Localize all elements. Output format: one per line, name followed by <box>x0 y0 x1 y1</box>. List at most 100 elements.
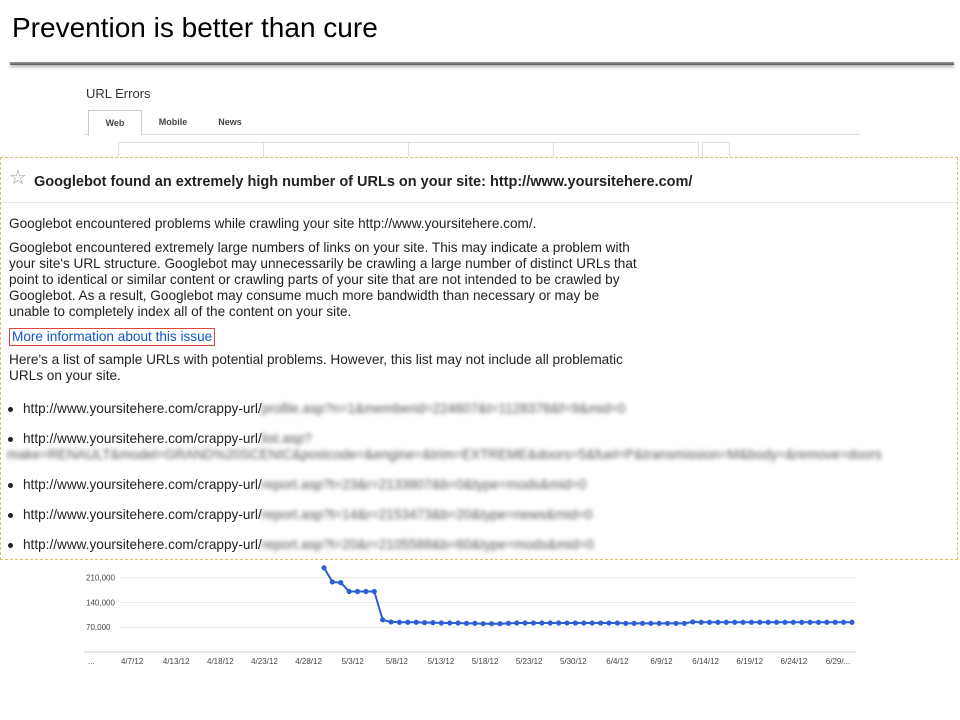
chart-data-point <box>329 579 335 585</box>
chart-data-point <box>807 619 813 625</box>
star-icon[interactable]: ☆ <box>9 167 27 189</box>
title-divider <box>10 62 954 65</box>
chart-y-tick-label: 210,000 <box>86 574 115 583</box>
chart-data-point <box>581 620 587 626</box>
tab-mobile[interactable]: Mobile <box>158 117 188 127</box>
chart-data-point <box>732 619 738 625</box>
chart-data-point <box>505 620 511 626</box>
error-category-boxes <box>118 142 858 163</box>
chart-x-tick-label: 6/4/12 <box>606 657 629 666</box>
message-title: Googlebot found an extremely high number… <box>34 174 693 190</box>
chart-data-point <box>514 620 520 626</box>
chart-data-point <box>338 580 344 586</box>
message-header: ☆ Googlebot found an extremely high numb… <box>1 158 957 203</box>
chart-data-point <box>463 620 470 626</box>
chart-data-point <box>530 620 537 626</box>
chart-data-point <box>447 620 453 626</box>
chart-data-point <box>748 619 755 625</box>
chart-x-tick-label: 5/30/12 <box>560 657 587 666</box>
message-body: Googlebot encountered problems while cra… <box>9 216 709 392</box>
url-count-chart: 210,000 140,000 70,000... 4/7/12 4/13/12 4/18… <box>80 560 870 670</box>
chart-x-tick-label: 5/3/12 <box>342 657 365 666</box>
chart-data-point <box>614 620 620 626</box>
chart-data-point <box>665 620 671 626</box>
chart-data-point <box>522 620 528 626</box>
url-visible-part: http://www.yoursitehere.com/crappy-url/ <box>23 431 262 446</box>
url-blurred-part: list.asp? <box>261 431 312 446</box>
chart-data-point <box>740 619 746 625</box>
chart-data-point <box>539 620 545 626</box>
more-information-link[interactable]: More information about this issue <box>9 328 216 346</box>
chart-data-point <box>438 620 444 626</box>
chart-data-point <box>723 619 729 625</box>
chart-y-tick-label: 140,000 <box>86 598 115 607</box>
message-paragraph-3: Here's a list of sample URLs with potent… <box>9 352 709 384</box>
chart-data-point <box>656 620 662 626</box>
chart-data-point <box>354 588 361 595</box>
chart-data-point <box>597 620 604 626</box>
chart-series-line <box>323 567 852 625</box>
sample-url-item[interactable]: http://www.yoursitehere.com/crappy-url/r… <box>7 537 957 553</box>
chart-data-point <box>815 619 822 625</box>
category-box <box>702 142 730 163</box>
chart-data-point <box>421 620 428 626</box>
chart-x-tick-label: 5/13/12 <box>428 657 455 666</box>
message-line: your site's URL structure. Googlebot may… <box>9 256 637 271</box>
tab-web[interactable]: Web <box>88 110 142 136</box>
chart-data-point <box>430 620 436 626</box>
chart-data-point <box>765 619 771 625</box>
category-box <box>553 142 699 163</box>
chart-x-tick-label: 6/19/12 <box>736 657 763 666</box>
url-blurred-part: profile.asp?n=1&memberid=224607&t=112837… <box>261 401 626 416</box>
chart-data-point <box>371 588 377 595</box>
url-visible-part: http://www.yoursitehere.com/crappy-url/ <box>23 537 262 552</box>
url-continuation: make=RENAULT&model=GRAND%20SCENIC&postco… <box>7 447 882 462</box>
chart-data-point <box>790 619 796 625</box>
sample-url-item[interactable]: http://www.yoursitehere.com/crappy-url/l… <box>7 431 957 463</box>
slide-title: Prevention is better than cure <box>12 12 378 43</box>
tab-news[interactable]: News <box>218 117 242 127</box>
sample-url-item[interactable]: http://www.yoursitehere.com/crappy-url/r… <box>7 507 957 523</box>
chart-data-point <box>405 619 411 625</box>
chart-x-tick-label: 5/8/12 <box>386 657 409 666</box>
sample-url-list: http://www.yoursitehere.com/crappy-url/p… <box>7 401 957 553</box>
chart-x-tick-label: 4/18/12 <box>207 657 234 666</box>
chart-data-point <box>547 620 553 626</box>
chart-data-point <box>673 620 679 626</box>
chart-x-tick-label: 4/13/12 <box>163 657 190 666</box>
chart-x-tick-label: 5/18/12 <box>472 657 499 666</box>
chart-data-point <box>681 620 687 626</box>
chart-data-point <box>799 619 805 625</box>
message-line: Googlebot. As a result, Googlebot may co… <box>9 288 600 303</box>
chart-x-tick-label: 6/24/12 <box>781 657 808 666</box>
url-visible-part: http://www.yoursitehere.com/crappy-url/ <box>23 507 262 522</box>
chart-x-tick-label: 6/9/12 <box>650 657 673 666</box>
chart-data-point <box>841 619 847 625</box>
chart-data-point <box>698 619 704 625</box>
chart-x-tick-label: ... <box>88 657 95 666</box>
chart-x-tick-label: 4/7/12 <box>121 657 144 666</box>
chart-data-point <box>572 620 579 626</box>
chart-data-point <box>631 620 637 626</box>
chart-data-point <box>380 617 386 623</box>
chart-data-point <box>715 619 721 625</box>
googlebot-message-panel: ☆ Googlebot found an extremely high numb… <box>0 157 958 560</box>
chart-data-point <box>472 620 478 626</box>
message-paragraph-2: Googlebot encountered extremely large nu… <box>9 240 709 320</box>
chart-data-point <box>706 619 713 625</box>
chart-data-point <box>849 619 855 625</box>
chart-data-point <box>363 588 369 595</box>
sample-url-item[interactable]: http://www.yoursitehere.com/crappy-url/p… <box>7 401 957 417</box>
chart-data-point <box>388 619 394 625</box>
chart-data-point <box>413 619 419 625</box>
message-line: Googlebot encountered extremely large nu… <box>9 240 630 255</box>
chart-data-point <box>455 620 461 626</box>
chart-data-point <box>346 588 352 595</box>
chart-data-point <box>623 620 629 626</box>
chart-data-point <box>824 619 830 625</box>
url-visible-part: http://www.yoursitehere.com/crappy-url/ <box>23 401 262 416</box>
chart-data-point <box>606 620 612 626</box>
message-line: point to identical or similar content or… <box>9 272 620 287</box>
chart-data-point <box>690 619 696 625</box>
sample-url-item[interactable]: http://www.yoursitehere.com/crappy-url/r… <box>7 477 957 493</box>
